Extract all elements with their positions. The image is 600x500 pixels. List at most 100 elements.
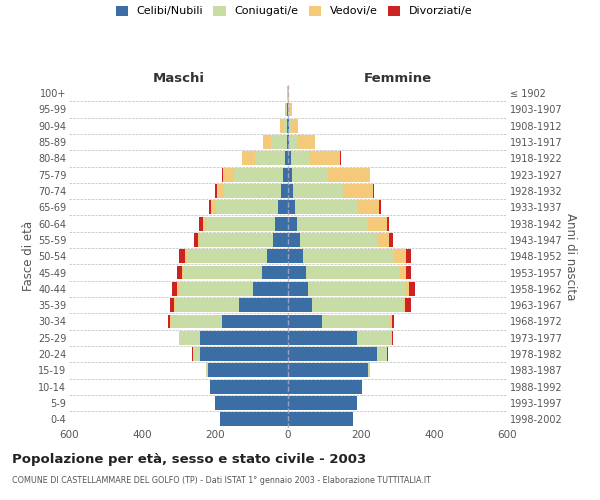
Bar [391,331,392,344]
Bar [293,184,343,198]
Bar [308,282,405,296]
Bar [343,184,373,198]
Bar [179,282,253,296]
Bar [406,266,411,280]
Bar [288,152,290,166]
Bar [253,282,288,296]
Bar [299,233,377,247]
Bar [220,412,288,426]
Bar [310,152,340,166]
Bar [386,216,389,230]
Bar [211,200,217,214]
Bar [239,298,288,312]
Bar [283,119,287,132]
Bar [322,314,390,328]
Bar [262,266,288,280]
Bar [394,250,406,263]
Bar [288,168,292,181]
Bar [379,200,381,214]
Bar [288,266,306,280]
Bar [200,233,272,247]
Legend: Celibi/Nubili, Coniugati/e, Vedovi/e, Divorziati/e: Celibi/Nubili, Coniugati/e, Vedovi/e, Di… [116,6,472,16]
Bar [287,119,288,132]
Text: Femmine: Femmine [364,72,431,85]
Bar [286,102,287,117]
Bar [285,102,286,117]
Y-axis label: Fasce di età: Fasce di età [22,221,35,292]
Y-axis label: Anni di nascita: Anni di nascita [563,212,577,300]
Bar [255,152,285,166]
Bar [288,331,356,344]
Text: Popolazione per età, sesso e stato civile - 2003: Popolazione per età, sesso e stato civil… [12,452,366,466]
Bar [297,135,314,149]
Bar [193,347,200,361]
Bar [290,152,310,166]
Bar [281,184,288,198]
Bar [298,216,368,230]
Text: COMUNE DI CASTELLAMMARE DEL GOLFO (TP) - Dati ISTAT 1° gennaio 2003 - Elaborazio: COMUNE DI CASTELLAMMARE DEL GOLFO (TP) -… [12,476,431,485]
Bar [267,250,288,263]
Bar [175,298,239,312]
Bar [275,216,288,230]
Bar [185,250,187,263]
Bar [194,233,198,247]
Bar [390,314,392,328]
Bar [222,168,223,181]
Bar [224,184,281,198]
Bar [170,298,174,312]
Bar [209,200,211,214]
Bar [288,380,362,394]
Bar [288,347,377,361]
Bar [304,250,394,263]
Bar [223,168,234,181]
Bar [288,314,322,328]
Bar [178,282,179,296]
Bar [271,135,287,149]
Bar [242,152,255,166]
Bar [208,364,288,378]
Bar [200,331,288,344]
Bar [215,396,288,410]
Bar [377,233,389,247]
Bar [203,216,206,230]
Bar [179,250,185,263]
Bar [288,298,312,312]
Bar [182,266,183,280]
Bar [288,364,368,378]
Bar [215,184,217,198]
Bar [392,314,394,328]
Bar [356,200,379,214]
Bar [389,233,393,247]
Bar [183,266,262,280]
Bar [403,298,405,312]
Bar [187,250,267,263]
Bar [168,314,170,328]
Bar [306,266,400,280]
Bar [285,152,288,166]
Bar [272,233,288,247]
Bar [373,184,374,198]
Bar [288,396,356,410]
Bar [283,168,288,181]
Text: Maschi: Maschi [152,72,205,85]
Bar [287,102,288,117]
Bar [312,298,403,312]
Bar [217,200,278,214]
Bar [206,364,208,378]
Bar [288,200,295,214]
Bar [288,233,299,247]
Bar [289,119,291,132]
Bar [217,184,224,198]
Bar [392,331,394,344]
Bar [409,282,415,296]
Bar [177,266,182,280]
Bar [172,282,178,296]
Bar [356,331,391,344]
Bar [174,298,175,312]
Bar [288,216,298,230]
Bar [170,314,171,328]
Bar [288,119,289,132]
Bar [288,250,304,263]
Bar [209,380,288,394]
Bar [234,168,283,181]
